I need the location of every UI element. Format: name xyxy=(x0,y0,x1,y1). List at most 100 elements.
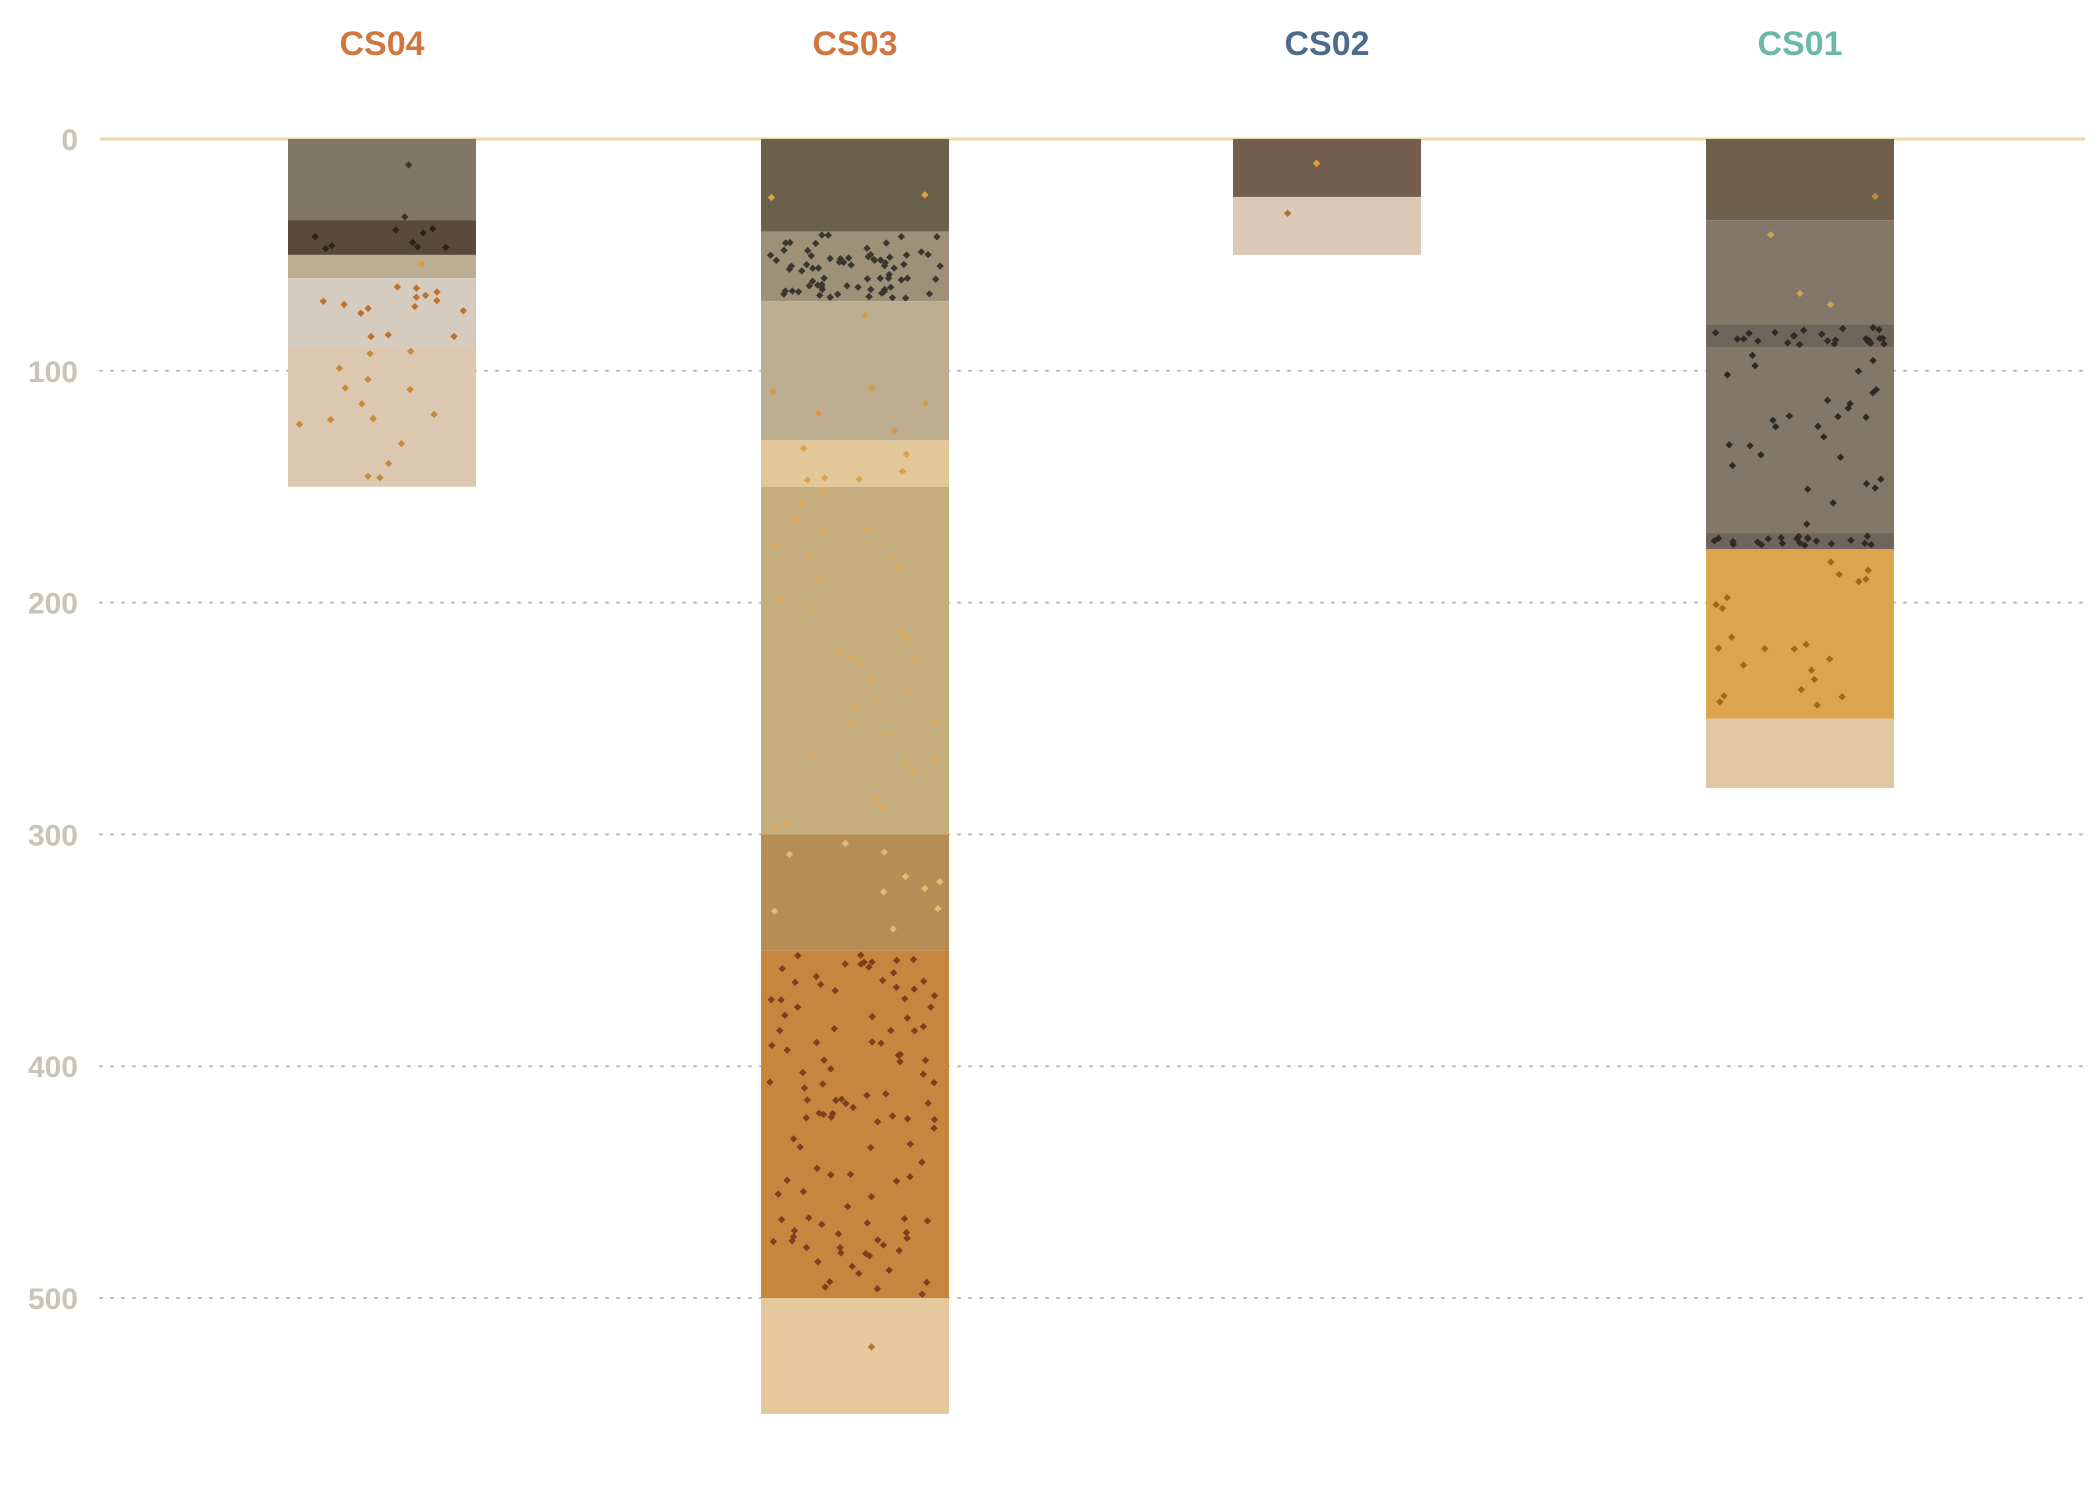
column-title-cs01: CS01 xyxy=(1757,25,1842,63)
speckle xyxy=(367,332,375,341)
speckle xyxy=(1812,537,1821,545)
speckle xyxy=(903,1014,912,1022)
speckle xyxy=(335,364,343,372)
speckle xyxy=(783,1046,791,1054)
speckle xyxy=(878,976,887,985)
speckle xyxy=(421,291,430,300)
columns xyxy=(288,139,1894,1414)
speckle xyxy=(901,294,910,302)
speckle xyxy=(1825,655,1834,663)
speckle xyxy=(910,985,918,993)
speckle xyxy=(770,907,779,915)
speckle xyxy=(846,1170,855,1179)
speckle xyxy=(871,256,879,264)
speckle xyxy=(326,416,335,424)
speckle xyxy=(921,884,929,893)
speckle xyxy=(1716,698,1724,706)
speckle xyxy=(1777,534,1785,542)
speckle xyxy=(841,839,850,848)
speckle xyxy=(1733,335,1742,343)
speckle xyxy=(893,956,901,965)
column-title-cs04: CS04 xyxy=(339,25,424,63)
layer-cs03-350-500 xyxy=(761,950,949,1298)
speckle xyxy=(1757,451,1765,459)
speckle xyxy=(892,983,901,991)
speckle xyxy=(833,290,842,298)
speckle xyxy=(836,255,845,263)
layer-cs04-90-150 xyxy=(288,347,476,487)
speckle xyxy=(816,291,824,300)
layer-cs01-0-35 xyxy=(1706,139,1894,221)
speckle xyxy=(412,284,421,292)
speckle xyxy=(881,259,889,267)
layer-cs01-90-170 xyxy=(1706,347,1894,534)
layer-cs04-60-90 xyxy=(288,278,476,348)
y-tick-label-500: 500 xyxy=(28,1283,78,1316)
layer-cs02-0-25 xyxy=(1233,139,1421,197)
speckle xyxy=(413,243,422,251)
column-title-cs03: CS03 xyxy=(812,25,897,63)
speckle xyxy=(1766,231,1775,239)
speckle xyxy=(867,285,875,294)
speckle xyxy=(384,331,392,339)
speckle xyxy=(430,410,438,419)
speckle xyxy=(773,541,782,549)
speckle xyxy=(837,1249,845,1257)
speckle xyxy=(814,575,823,583)
speckle xyxy=(876,274,884,282)
speckle xyxy=(921,191,929,199)
layer-cs01-80-90 xyxy=(1706,324,1894,348)
speckle xyxy=(936,262,944,270)
speckle xyxy=(863,525,871,533)
speckle xyxy=(407,347,415,356)
speckle xyxy=(450,332,458,341)
speckle xyxy=(932,275,940,283)
speckle xyxy=(855,475,864,483)
speckle xyxy=(808,277,817,285)
speckle xyxy=(902,759,910,767)
speckle xyxy=(412,293,420,301)
speckle xyxy=(393,283,402,291)
speckle xyxy=(865,963,873,971)
speckle xyxy=(921,1056,930,1065)
layer-cs03-150-300 xyxy=(761,486,949,835)
speckle xyxy=(826,293,834,301)
speckle xyxy=(889,925,897,933)
speckle xyxy=(861,311,869,320)
speckle xyxy=(923,1217,932,1225)
speckle xyxy=(802,260,811,269)
speckle xyxy=(867,1193,876,1201)
speckle xyxy=(766,251,775,259)
speckle xyxy=(788,287,797,295)
speckle xyxy=(847,720,855,728)
column-cs01 xyxy=(1706,139,1894,789)
speckle xyxy=(868,1038,876,1046)
layer-cs04-0-35 xyxy=(288,139,476,221)
speckle xyxy=(856,658,864,666)
speckle xyxy=(818,280,826,289)
speckle xyxy=(925,290,934,298)
speckle xyxy=(868,1012,876,1021)
speckle xyxy=(832,1096,840,1105)
layer-cs01-35-80 xyxy=(1706,220,1894,325)
speckle xyxy=(900,260,908,269)
layer-cs01-250-280 xyxy=(1706,718,1894,789)
speckle xyxy=(820,1056,828,1064)
speckle xyxy=(1855,577,1863,586)
speckle xyxy=(909,955,918,964)
speckle xyxy=(328,242,336,250)
speckle xyxy=(459,307,468,315)
speckle xyxy=(814,264,823,272)
speckle xyxy=(898,630,907,638)
speckle xyxy=(1796,289,1804,298)
speckle xyxy=(1748,351,1757,360)
speckle xyxy=(904,635,912,643)
layer-cs01-177-250 xyxy=(1706,549,1894,719)
speckle xyxy=(903,274,912,282)
speckle xyxy=(831,986,839,995)
speckle xyxy=(890,427,899,435)
speckle xyxy=(791,978,799,987)
speckle xyxy=(889,969,898,977)
speckle xyxy=(918,1290,926,1298)
speckle xyxy=(903,686,911,694)
